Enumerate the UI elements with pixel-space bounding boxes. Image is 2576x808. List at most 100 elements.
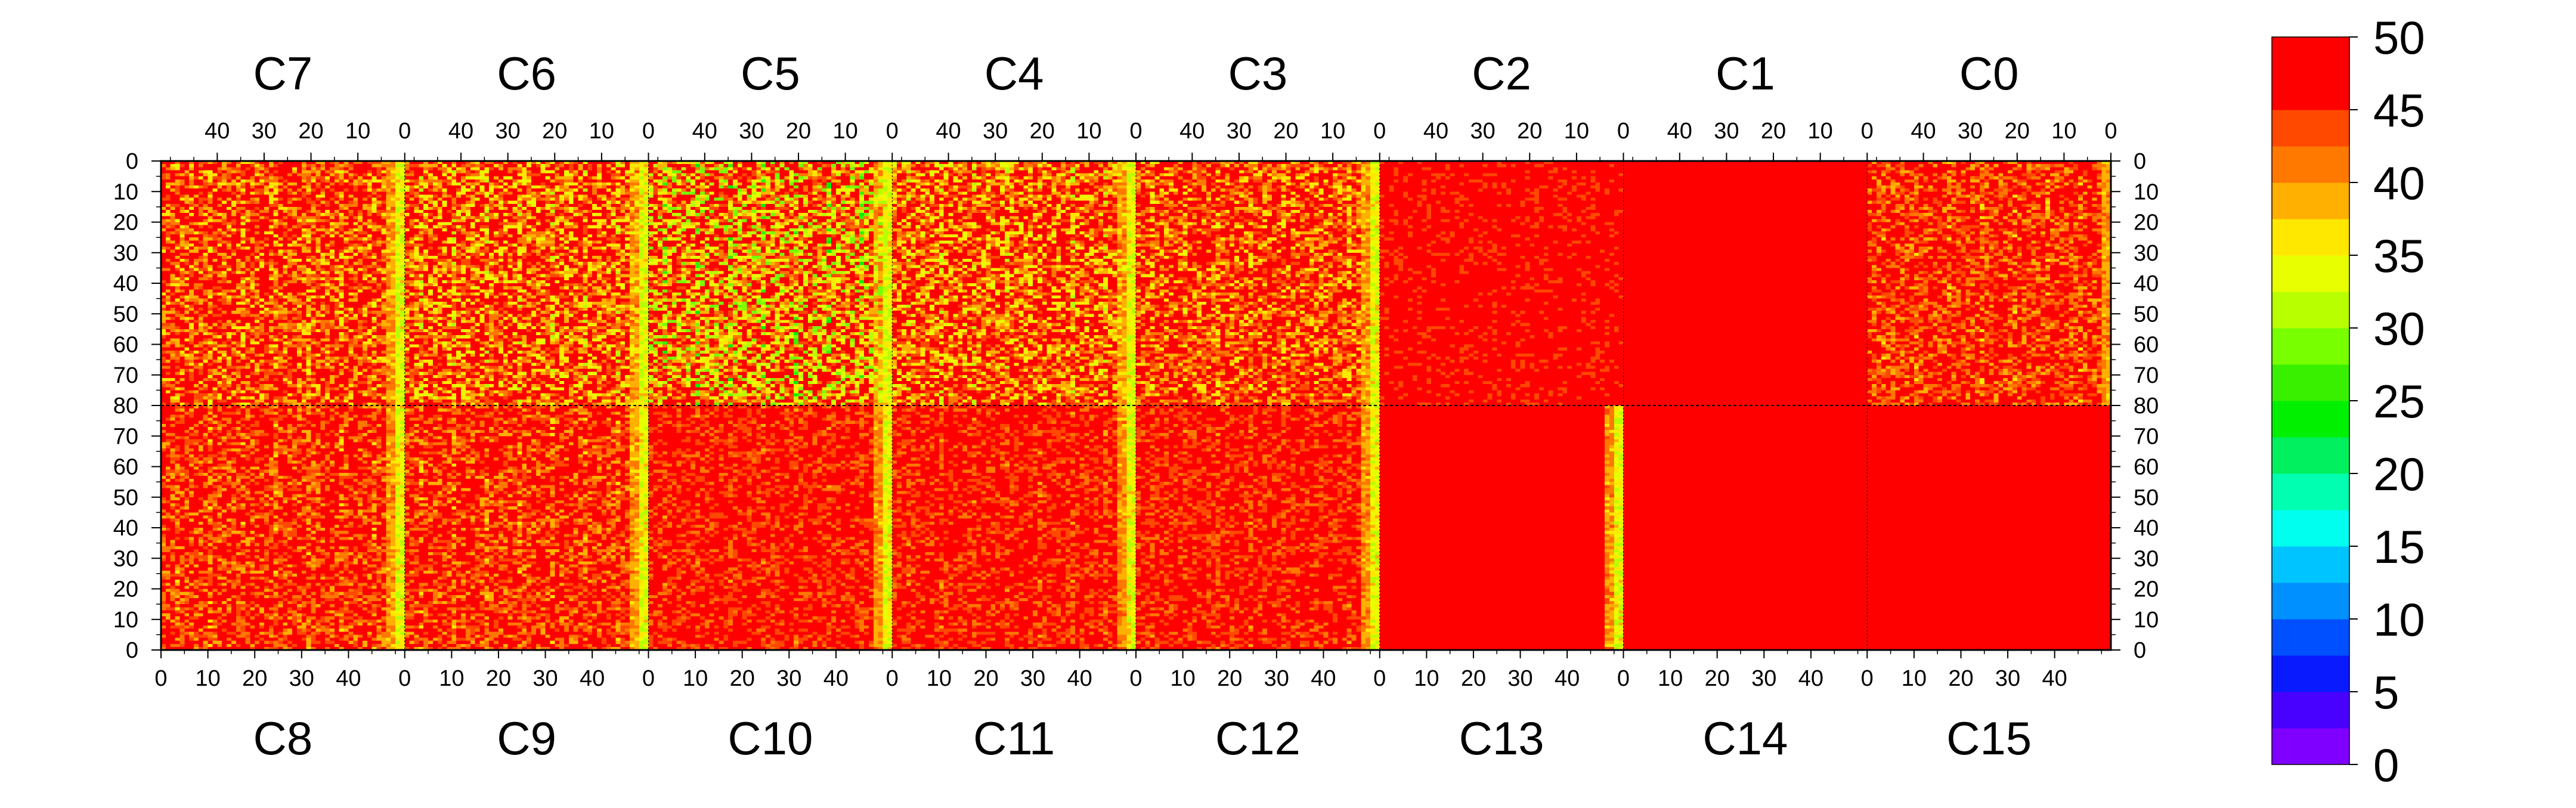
colorbar-tick-label: 40 <box>2373 157 2425 209</box>
colorbar-segment <box>2272 728 2349 765</box>
top-x-tick-label: 30 <box>1958 119 1983 144</box>
bottom-x-tick-label: 0 <box>398 666 411 691</box>
colorbar-segment <box>2272 255 2349 292</box>
colorbar-segment <box>2272 583 2349 620</box>
colorbar-segment <box>2272 364 2349 401</box>
top-x-tick-label: 10 <box>1564 119 1589 144</box>
left-y-tick-label: 10 <box>113 608 138 633</box>
colorbar-segment <box>2272 219 2349 256</box>
chip-label-top: C2 <box>1472 47 1531 100</box>
right-y-tick-label: 40 <box>2134 271 2159 296</box>
colorbar-segment <box>2272 37 2349 74</box>
left-y-tick-label: 60 <box>113 455 138 480</box>
top-x-tick-label: 20 <box>2005 119 2030 144</box>
chip-label-bottom: C9 <box>497 712 556 764</box>
left-y-tick-label: 40 <box>113 516 138 541</box>
bottom-x-tick-label: 40 <box>823 666 849 691</box>
chip-label-top: C6 <box>497 47 556 100</box>
left-y-tick-label: 30 <box>113 546 138 571</box>
colorbar-segment <box>2272 146 2349 183</box>
chip-label-bottom: C15 <box>1946 712 2032 764</box>
top-x-tick-label: 10 <box>589 119 614 144</box>
top-x-tick-label: 0 <box>886 119 899 144</box>
right-y-tick-label: 30 <box>2134 241 2159 266</box>
left-y-tick-label: 80 <box>113 394 138 419</box>
colorbar-tick-label: 20 <box>2373 448 2425 500</box>
bottom-x-tick-label: 20 <box>1948 666 1973 691</box>
right-y-tick-label: 80 <box>2134 394 2159 419</box>
right-y-tick-label: 50 <box>2134 302 2159 327</box>
bottom-x-tick-label: 20 <box>486 666 511 691</box>
top-x-tick-label: 20 <box>298 119 323 144</box>
top-x-tick-label: 20 <box>542 119 567 144</box>
top-x-tick-label: 10 <box>2051 119 2076 144</box>
top-x-tick-label: 30 <box>496 119 521 144</box>
left-y-tick-label: 0 <box>126 638 138 663</box>
chip-label-bottom: C8 <box>253 712 313 764</box>
top-x-tick-label: 30 <box>1227 119 1252 144</box>
top-x-tick-label: 20 <box>786 119 811 144</box>
colorbar-segment <box>2272 510 2349 547</box>
right-y-tick-label: 10 <box>2134 608 2159 633</box>
top-x-tick-label: 0 <box>398 119 411 144</box>
bottom-x-tick-label: 40 <box>1311 666 1336 691</box>
right-y-tick-label: 70 <box>2134 424 2159 449</box>
colorbar-segment <box>2272 546 2349 583</box>
bottom-x-tick-label: 30 <box>1264 666 1289 691</box>
right-y-tick-label: 60 <box>2134 333 2159 358</box>
right-y-tick-label: 70 <box>2134 363 2159 388</box>
chip-label-top: C1 <box>1716 47 1775 100</box>
bottom-x-tick-label: 10 <box>927 666 952 691</box>
left-y-tick-label: 50 <box>113 302 138 327</box>
colorbar-tick-label: 30 <box>2373 302 2425 355</box>
left-y-tick-label: 50 <box>113 485 138 510</box>
colorbar-segment <box>2272 73 2349 110</box>
colorbar-segment <box>2272 692 2349 729</box>
chip-label-top: C4 <box>984 47 1044 100</box>
bottom-x-tick-label: 10 <box>195 666 220 691</box>
right-y-tick-label: 20 <box>2134 577 2159 602</box>
bottom-x-tick-label: 0 <box>1129 666 1142 691</box>
bottom-x-tick-label: 40 <box>2042 666 2067 691</box>
bottom-x-tick-label: 0 <box>1861 666 1874 691</box>
chip-label-top: C0 <box>1959 47 2019 100</box>
top-x-tick-label: 20 <box>1517 119 1542 144</box>
top-x-tick-label: 0 <box>1861 119 1874 144</box>
chip-labels: C7 C8 C6 C9 C5 C10 C4 C11 C3 C12 C2 C13 C1 C14 C0 C15 <box>253 47 2032 764</box>
top-x-tick-label: 20 <box>1030 119 1055 144</box>
bottom-x-tick-label: 30 <box>532 666 558 691</box>
bottom-x-tick-label: 0 <box>1617 666 1630 691</box>
top-x-tick-label: 10 <box>345 119 370 144</box>
bottom-x-tick-label: 10 <box>1170 666 1195 691</box>
bottom-x-tick-label: 20 <box>242 666 267 691</box>
right-y-tick-label: 0 <box>2134 149 2146 174</box>
top-x-tick-label: 40 <box>1911 119 1936 144</box>
bottom-x-tick-label: 10 <box>1414 666 1439 691</box>
top-x-tick-label: 10 <box>1320 119 1345 144</box>
bottom-x-tick-label: 0 <box>154 666 167 691</box>
left-y-tick-label: 70 <box>113 424 138 449</box>
top-x-tick-label: 0 <box>642 119 655 144</box>
colorbar-segment <box>2272 437 2349 474</box>
bottom-x-tick-label: 30 <box>289 666 314 691</box>
top-x-tick-label: 0 <box>1129 119 1142 144</box>
colorbar-segment <box>2272 619 2349 656</box>
colorbar-tick-label: 10 <box>2373 593 2425 646</box>
bottom-x-tick-label: 20 <box>1461 666 1486 691</box>
chip-label-bottom: C14 <box>1702 712 1788 764</box>
top-x-tick-label: 30 <box>1714 119 1739 144</box>
colorbar-tick-label: 25 <box>2373 375 2425 428</box>
bottom-x-tick-label: 40 <box>1798 666 1823 691</box>
bottom-x-tick-label: 40 <box>336 666 361 691</box>
bottom-x-tick-label: 30 <box>1751 666 1776 691</box>
right-y-tick-label: 30 <box>2134 546 2159 571</box>
bottom-x-tick-label: 10 <box>439 666 464 691</box>
left-y-tick-label: 60 <box>113 333 138 358</box>
top-x-tick-label: 0 <box>2104 119 2117 144</box>
top-x-tick-label: 40 <box>936 119 961 144</box>
top-x-tick-label: 40 <box>1423 119 1448 144</box>
bottom-x-tick-label: 40 <box>1067 666 1092 691</box>
colorbar-segment <box>2272 292 2349 329</box>
